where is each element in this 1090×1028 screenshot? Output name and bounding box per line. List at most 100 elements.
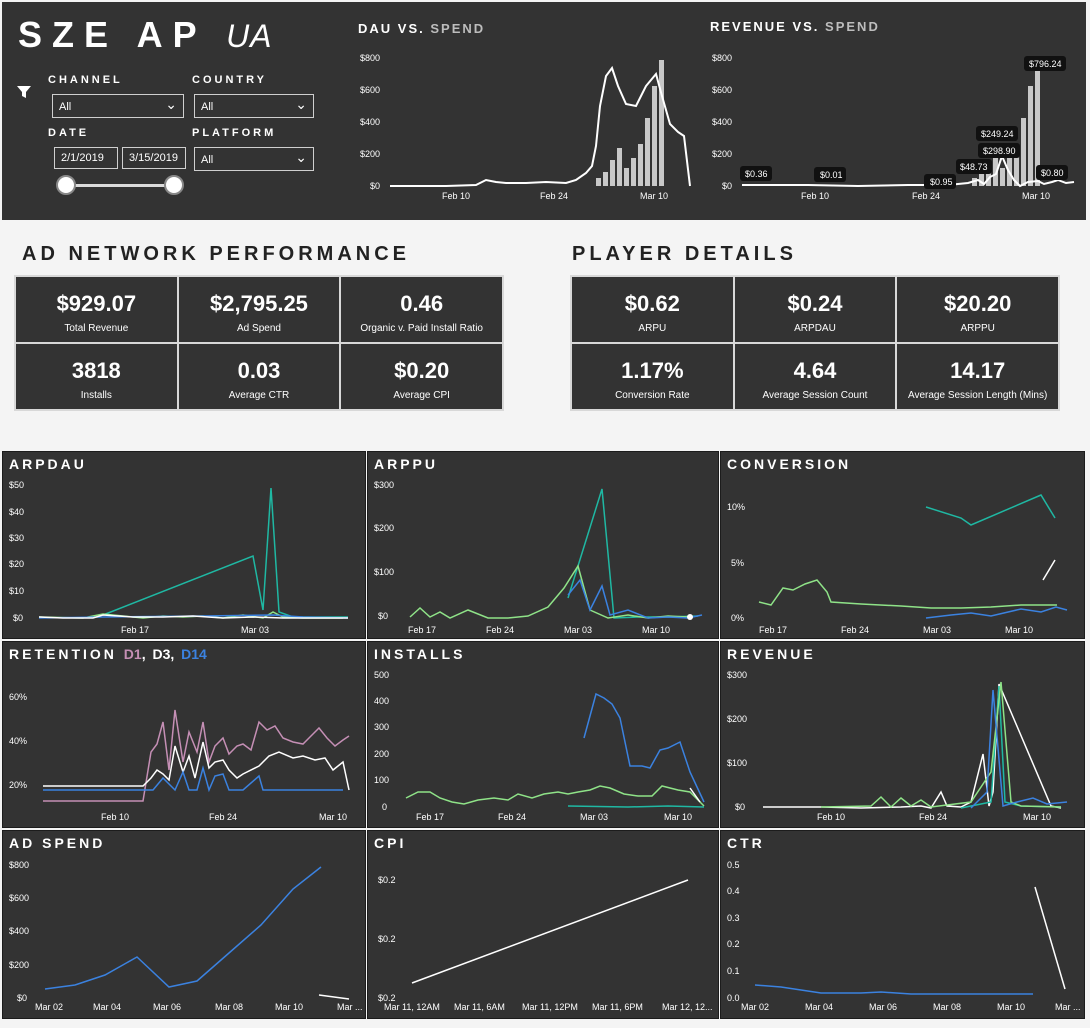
y-tick: $100 [727, 758, 747, 768]
y-tick: $0 [13, 613, 23, 623]
conversion-line-green [758, 579, 1057, 609]
kpi-label: ARPPU [960, 323, 995, 334]
platform-select[interactable]: All ⌄ [194, 147, 314, 171]
bar [1014, 144, 1019, 186]
arpdau-chart: $50 $40 $30 $20 $10 $0 Feb 17 Mar 03 [9, 480, 349, 635]
panel-title: RETENTION D1, D3, D14 [9, 646, 207, 662]
x-tick: Mar 02 [741, 1002, 769, 1012]
header-panel: SZE AP UA CHANNEL All ⌄ COUNTRY All ⌄ DA… [2, 2, 1086, 220]
dau-vs-spend-chart: $800 $600 $400 $200 $0 Feb 10 Feb 24 Mar… [360, 53, 691, 201]
kpi-value: 0.46 [400, 291, 444, 316]
date-start-input[interactable]: 2/1/2019 [54, 147, 118, 169]
data-label: $249.24 [981, 129, 1014, 139]
y-tick: $0.2 [378, 934, 396, 944]
date-label: DATE [48, 127, 90, 139]
installs-chart: 500 400 300 200 100 0 Feb 17 Feb 24 Mar … [374, 670, 705, 822]
y-tick: $300 [374, 480, 394, 490]
channel-select[interactable]: All ⌄ [52, 94, 184, 118]
kpi-card: $0.24 ARPDAU [734, 277, 896, 342]
kpi-card: $0.62 ARPU [572, 277, 733, 342]
conversion-panel: CONVERSION 10% 5% 0% Feb 17 Feb 24 Mar 0… [720, 451, 1085, 639]
legend-d14[interactable]: D14 [181, 646, 207, 662]
date-end-input[interactable]: 3/15/2019 [122, 147, 186, 169]
y-tick: $200 [360, 149, 380, 159]
cpi-panel: CPI $0.2 $0.2 $0.2 Mar 11, 12AM Mar 11, … [367, 830, 719, 1019]
x-tick: Mar 10 [997, 1002, 1025, 1012]
country-label: COUNTRY [192, 74, 267, 86]
y-tick: $10 [9, 586, 24, 596]
arpdau-yticks: $50 $40 $30 $20 $10 $0 [9, 480, 24, 623]
x-tick: Mar 06 [869, 1002, 897, 1012]
app-title-sub: UA [226, 18, 273, 54]
bar [624, 168, 629, 186]
bar [1021, 118, 1026, 186]
kpi-value: 3818 [71, 358, 121, 383]
x-tick: Feb 24 [919, 812, 947, 822]
bar [603, 172, 608, 186]
country-select[interactable]: All ⌄ [194, 94, 314, 118]
x-tick: Feb 24 [209, 812, 237, 822]
bar [596, 178, 601, 186]
y-tick: 0% [731, 613, 744, 623]
y-tick: $0 [378, 611, 388, 621]
channel-label: CHANNEL [48, 74, 123, 86]
x-tick: Feb 17 [408, 625, 436, 635]
player-details-title: PLAYER DETAILS [572, 243, 797, 265]
date-slider-end-handle[interactable] [164, 175, 184, 195]
x-tick: Feb 24 [841, 625, 869, 635]
y-tick: $0 [735, 802, 745, 812]
bar [645, 118, 650, 186]
app-title: SZE AP UA [18, 14, 273, 56]
legend-d1[interactable]: D1 [123, 646, 142, 662]
x-tick: Feb 24 [912, 191, 940, 201]
y-tick: $200 [727, 714, 747, 724]
channel-select-value: All [59, 101, 72, 113]
kpi-value: 0.03 [237, 358, 281, 383]
kpi-value: $0.24 [787, 291, 843, 316]
chevron-down-icon: ⌄ [165, 96, 177, 112]
x-tick: Mar 10 [275, 1002, 303, 1012]
y-tick: $600 [9, 893, 29, 903]
y-tick: $800 [9, 860, 29, 870]
ad-spend-chart: $800 $600 $400 $200 $0 Mar 02 Mar 04 Mar… [9, 860, 363, 1012]
data-point [687, 614, 693, 620]
x-tick: Feb 10 [817, 812, 845, 822]
revenue-data-labels: $0.36 $0.01 $0.95 $48.73 $249.24 $298.90… [740, 56, 1068, 189]
conversion-line-white [1042, 559, 1056, 581]
kpi-card: $929.07 Total Revenue [16, 277, 177, 342]
arppu-line-green [409, 564, 689, 619]
ctr-panel: CTR 0.5 0.4 0.3 0.2 0.1 0.0 Mar 02 Mar 0… [720, 830, 1085, 1019]
installs-line-teal [567, 805, 705, 808]
date-slider-start-handle[interactable] [56, 175, 76, 195]
panel-title: CPI [374, 835, 407, 851]
x-tick: Mar 03 [241, 625, 269, 635]
data-label: $0.36 [745, 169, 768, 179]
arpdau-panel: ARPDAU $50 $40 $30 $20 $10 $0 Feb 17 Mar… [2, 451, 366, 639]
x-tick: Feb 10 [442, 191, 470, 201]
legend-d3[interactable]: D3 [152, 646, 171, 662]
y-tick: 0.1 [727, 966, 740, 976]
filter-icon[interactable] [16, 84, 32, 100]
dau-spend-bars [596, 60, 664, 186]
y-tick: 10% [727, 502, 745, 512]
retention-panel: RETENTION D1, D3, D14 60% 40% 20% Feb 10… [2, 641, 366, 828]
kpi-card: $0.20 Average CPI [341, 344, 502, 409]
kpi-card: 3818 Installs [16, 344, 177, 409]
x-tick: Mar 03 [580, 812, 608, 822]
app-title-main: SZE AP [18, 14, 207, 55]
x-tick: Mar 11, 6AM [454, 1002, 505, 1012]
y-tick: $40 [9, 507, 24, 517]
arpdau-line-blue [38, 614, 349, 619]
revenue-panel: REVENUE $300 $200 $100 $0 Feb 10 Feb 24 … [720, 641, 1085, 828]
bar [617, 148, 622, 186]
retention-line-d14 [43, 765, 343, 793]
panel-title: ARPDAU [9, 456, 87, 472]
y-tick: $800 [712, 53, 732, 63]
data-label: $48.73 [960, 162, 988, 172]
platform-select-value: All [201, 154, 214, 166]
y-tick: $800 [360, 53, 380, 63]
date-slider-track[interactable] [66, 184, 174, 187]
retention-title: RETENTION [9, 646, 117, 662]
y-tick: 0 [382, 802, 387, 812]
dau-line [390, 65, 691, 187]
